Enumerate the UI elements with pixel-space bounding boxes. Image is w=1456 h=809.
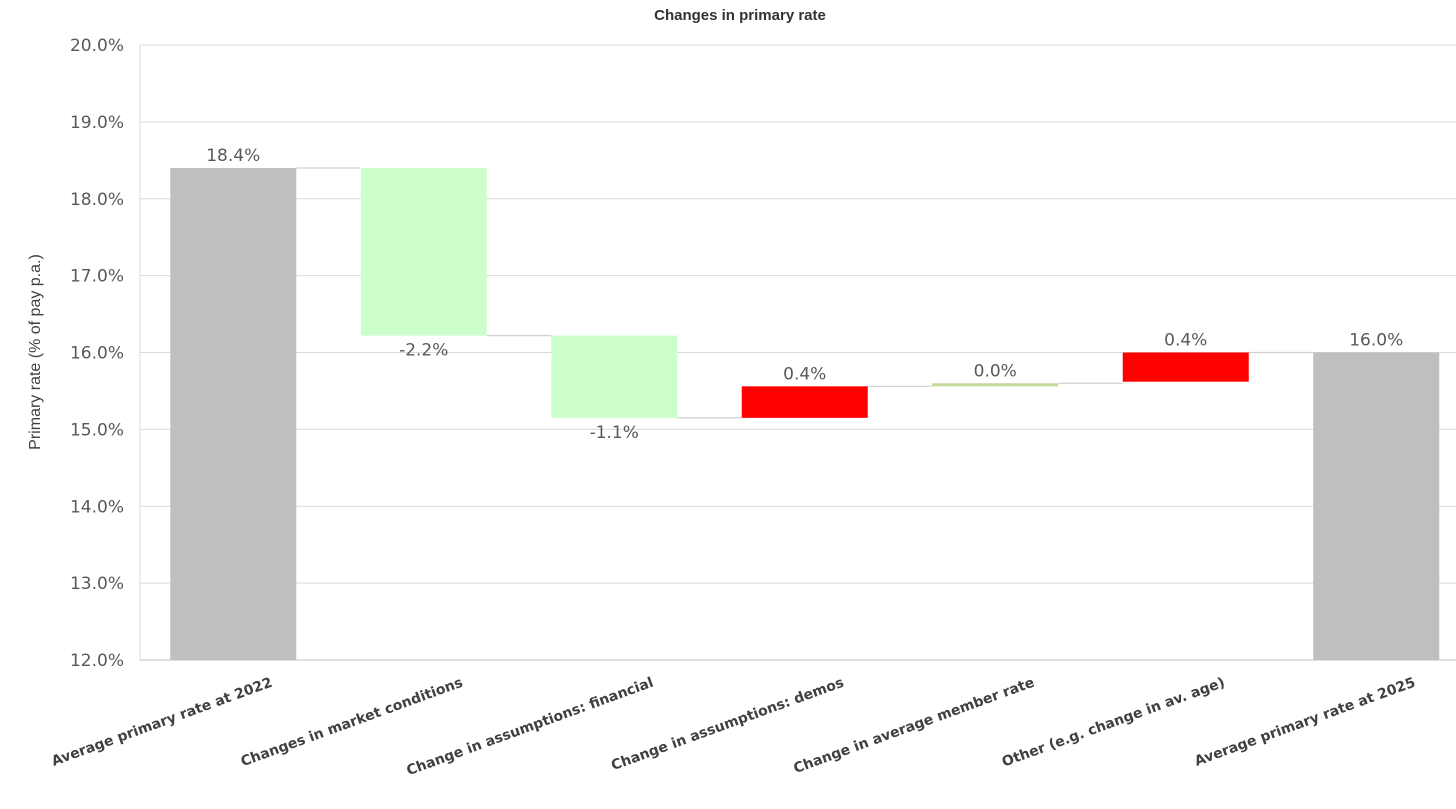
y-tick-label: 15.0% [70,420,124,440]
y-tick-label: 18.0% [70,190,124,210]
bar-6 [1122,352,1249,382]
data-labels: 18.4% -2.2% -1.1% 0.4% 0.0% 0.4% 16.0% [206,146,1403,443]
y-tick-label: 16.0% [70,344,124,364]
data-label: 18.4% [206,146,260,166]
data-label: 0.0% [974,361,1017,381]
gridlines [140,44,1456,661]
bar-4 [741,386,868,418]
data-label: 16.0% [1349,331,1403,351]
bar-5 [932,383,1059,387]
data-label: 0.4% [783,364,826,384]
bar-3 [551,335,678,418]
bar-7 [1313,352,1440,660]
data-label: -1.1% [590,423,639,443]
bars [170,168,1440,660]
y-tick-label: 17.0% [70,267,124,287]
y-tick-label: 19.0% [70,113,124,133]
y-axis-title: Primary rate (% of pay p.a.) [27,254,44,450]
y-tick-label: 20.0% [70,36,124,56]
bar-1 [170,168,297,660]
data-label: 0.4% [1164,331,1207,351]
y-tick-label: 14.0% [70,497,124,517]
connector-lines [296,167,1314,419]
data-label: -2.2% [399,341,448,361]
y-axis: 12.0% 13.0% 14.0% 15.0% 16.0% 17.0% 18.0% 19.0%… [70,36,141,671]
bar-2 [360,168,487,336]
y-tick-label: 12.0% [70,651,124,671]
y-tick-label: 13.0% [70,574,124,594]
chart-title: Changes in primary rate [654,7,826,24]
